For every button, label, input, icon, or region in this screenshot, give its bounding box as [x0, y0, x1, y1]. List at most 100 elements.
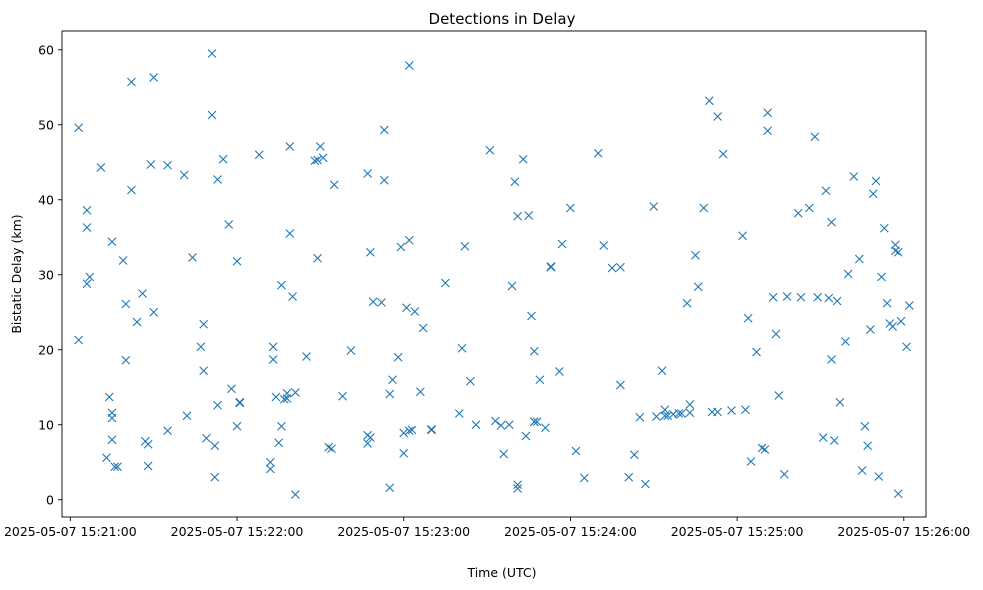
- x-tick-label: 2025-05-07 15:24:00: [504, 524, 637, 539]
- detection-marker: [313, 253, 322, 263]
- detection-marker: [182, 411, 192, 421]
- detection-marker: [849, 172, 859, 181]
- detection-marker: [904, 301, 914, 310]
- detection-marker: [566, 203, 575, 213]
- detection-marker: [143, 439, 153, 449]
- detection-marker: [879, 223, 889, 233]
- detection-marker: [699, 203, 709, 213]
- detection-marker: [841, 337, 850, 346]
- detection-marker: [121, 299, 131, 309]
- detection-marker: [757, 443, 767, 453]
- detection-marker: [121, 355, 131, 365]
- detection-marker: [771, 329, 781, 339]
- detection-marker: [377, 298, 386, 307]
- detection-marker: [821, 186, 831, 196]
- detection-marker: [507, 281, 517, 291]
- x-tick-label: 2025-05-07 15:26:00: [837, 524, 970, 539]
- detection-marker: [896, 316, 906, 326]
- detection-marker: [324, 442, 334, 452]
- detection-marker: [863, 441, 873, 451]
- x-axis-label: Time (UTC): [466, 565, 536, 580]
- detection-marker: [460, 241, 470, 251]
- detection-marker: [104, 392, 114, 402]
- detection-marker: [274, 438, 284, 448]
- detection-marker: [768, 292, 778, 302]
- detection-marker: [746, 457, 756, 466]
- detection-marker: [657, 366, 667, 376]
- detection-marker: [82, 223, 92, 232]
- detection-marker: [857, 466, 867, 475]
- detection-marker: [379, 125, 389, 135]
- detection-marker: [691, 250, 700, 260]
- detection-marker: [541, 423, 550, 433]
- detection-marker: [179, 170, 189, 180]
- detection-marker: [513, 484, 523, 493]
- detection-marker: [810, 132, 820, 142]
- detection-marker: [277, 421, 286, 431]
- detection-marker: [796, 292, 806, 302]
- detection-marker: [196, 342, 206, 352]
- detection-marker: [824, 293, 834, 303]
- detection-marker: [652, 412, 661, 421]
- detection-marker: [82, 279, 92, 289]
- detection-marker: [146, 160, 156, 169]
- x-axis-ticks: 2025-05-07 15:21:00 2025-05-07 15:22:00 20…: [4, 517, 970, 539]
- detection-marker: [290, 490, 300, 499]
- detection-marker: [888, 322, 898, 331]
- detection-marker: [871, 176, 881, 186]
- detection-marker: [213, 175, 222, 184]
- detection-marker: [521, 431, 531, 441]
- detection-marker: [210, 472, 220, 482]
- detection-marker: [402, 303, 411, 313]
- detection-marker: [727, 406, 736, 415]
- detection-marker: [207, 49, 217, 58]
- detection-marker: [404, 426, 414, 436]
- detection-marker: [763, 108, 773, 118]
- detection-marker: [268, 355, 278, 364]
- detection-marker: [285, 229, 295, 238]
- detection-marker: [649, 202, 659, 211]
- detection-marker: [524, 211, 534, 220]
- chart-title: Detections in Delay: [429, 10, 576, 28]
- y-tick-label: 60: [38, 42, 54, 57]
- detection-marker: [713, 112, 723, 121]
- x-tick-label: 2025-05-07 15:21:00: [4, 524, 137, 539]
- detection-marker: [407, 425, 417, 435]
- detection-marker: [843, 269, 853, 279]
- detection-marker: [315, 142, 325, 151]
- detection-marker: [265, 457, 275, 467]
- detection-marker: [365, 433, 375, 442]
- detection-marker: [74, 123, 84, 133]
- detection-marker: [510, 177, 520, 187]
- detection-marker: [860, 421, 870, 431]
- detection-marker: [149, 73, 159, 82]
- detection-marker: [399, 448, 409, 458]
- detection-marker: [882, 298, 892, 308]
- detection-marker: [207, 110, 217, 120]
- detection-marker: [893, 489, 903, 499]
- detection-marker: [218, 154, 228, 164]
- detection-marker: [74, 335, 84, 345]
- detection-marker: [760, 445, 770, 454]
- detection-marker: [504, 420, 514, 430]
- detection-marker: [388, 375, 397, 385]
- detection-marker: [277, 280, 286, 290]
- detection-marker: [660, 411, 670, 421]
- detection-marker: [868, 189, 878, 199]
- detection-marker: [629, 450, 639, 460]
- detection-marker: [579, 473, 589, 483]
- detection-marker: [290, 388, 300, 397]
- detection-marker: [641, 479, 650, 489]
- detection-marker: [254, 150, 264, 160]
- detection-marker: [607, 263, 617, 273]
- y-tick-label: 50: [38, 117, 54, 132]
- detection-marker: [704, 96, 714, 106]
- detection-marker: [363, 439, 372, 448]
- y-axis-label: Bistatic Delay (km): [9, 214, 24, 333]
- detection-marker: [132, 317, 142, 327]
- detection-marker: [877, 272, 886, 282]
- detection-marker: [554, 367, 564, 376]
- detection-marker: [279, 394, 289, 404]
